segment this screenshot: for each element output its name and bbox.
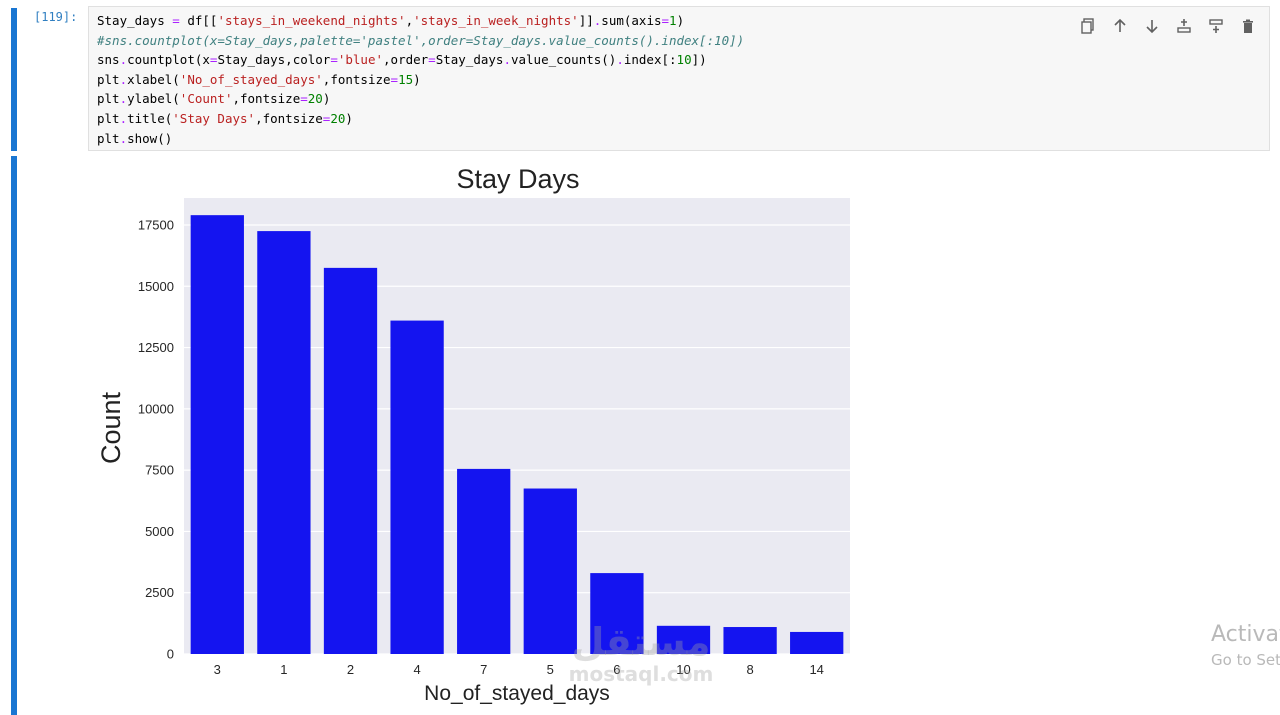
insert-above-icon[interactable] (1175, 17, 1193, 35)
code-line[interactable]: plt.title('Stay Days',fontsize=20) (97, 110, 353, 126)
code-line[interactable]: plt.show() (97, 130, 173, 146)
bar (390, 320, 444, 654)
y-tick-label: 17500 (138, 217, 174, 232)
y-tick-label: 12500 (138, 340, 174, 355)
code-editor[interactable]: Stay_days = df[['stays_in_weekend_nights… (88, 6, 1270, 151)
y-tick-label: 5000 (145, 524, 174, 539)
y-tick-label: 15000 (138, 279, 174, 294)
x-tick-label: 7 (480, 662, 487, 677)
bar (257, 231, 311, 654)
stay-days-chart: Stay Days 025005000750010000125001500017… (96, 164, 850, 705)
insert-below-icon[interactable] (1207, 17, 1225, 35)
x-tick-label: 2 (347, 662, 354, 677)
bar (656, 625, 711, 654)
x-tick-labels: 3 1 2 4 7 5 6 10 8 14 (214, 662, 824, 677)
x-tick-label: 5 (547, 662, 554, 677)
bars (190, 215, 844, 654)
code-line[interactable]: sns.countplot(x=Stay_days,color='blue',o… (97, 52, 707, 68)
x-tick-label: 8 (746, 662, 753, 677)
bar (523, 488, 577, 654)
bar (790, 631, 844, 654)
cell-toolbar (1079, 17, 1257, 35)
x-tick-label: 14 (809, 662, 823, 677)
y-tick-label: 7500 (145, 463, 174, 478)
code-line[interactable]: #sns.countplot(x=Stay_days,palette='past… (97, 32, 745, 48)
bar (723, 627, 777, 654)
bar (190, 215, 244, 654)
x-tick-label: 6 (613, 662, 620, 677)
watermark-line2: Go to Set (1211, 651, 1280, 669)
code-line[interactable]: plt.ylabel('Count',fontsize=20) (97, 91, 331, 107)
arrow-down-icon[interactable] (1143, 17, 1161, 35)
arrow-up-icon[interactable] (1111, 17, 1129, 35)
bar (590, 573, 644, 654)
x-tick-label: 4 (413, 662, 420, 677)
x-axis-label: No_of_stayed_days (424, 682, 610, 705)
output-cell (0, 152, 1280, 715)
activate-windows-watermark: Activat Go to Set (1211, 622, 1280, 669)
trash-icon[interactable] (1239, 17, 1257, 35)
y-tick-label: 2500 (145, 585, 174, 600)
bar (323, 267, 378, 654)
code-text[interactable]: Stay_days = df[['stays_in_weekend_nights… (97, 11, 744, 148)
y-tick-label: 10000 (138, 401, 174, 416)
code-line[interactable]: plt.xlabel('No_of_stayed_days',fontsize=… (97, 71, 421, 87)
bar (457, 468, 511, 654)
y-tick-labels: 0 2500 5000 7500 10000 12500 15000 17500 (138, 217, 174, 661)
code-line[interactable]: Stay_days = df[['stays_in_weekend_nights… (97, 13, 685, 28)
chart-title: Stay Days (456, 164, 579, 194)
x-tick-label: 1 (280, 662, 287, 677)
x-tick-label: 3 (214, 662, 221, 677)
code-cell[interactable]: [119]: Stay_days = df[['stays_in_weekend… (0, 0, 1280, 152)
x-tick-label: 10 (676, 662, 690, 677)
y-axis-label: Count (96, 391, 126, 464)
duplicate-icon[interactable] (1079, 17, 1097, 35)
output-selection-bar (11, 156, 17, 715)
watermark-line1: Activat (1211, 622, 1280, 647)
cell-selection-bar (11, 8, 17, 151)
y-tick-label: 0 (167, 647, 174, 662)
execution-count: [119]: (34, 10, 78, 24)
